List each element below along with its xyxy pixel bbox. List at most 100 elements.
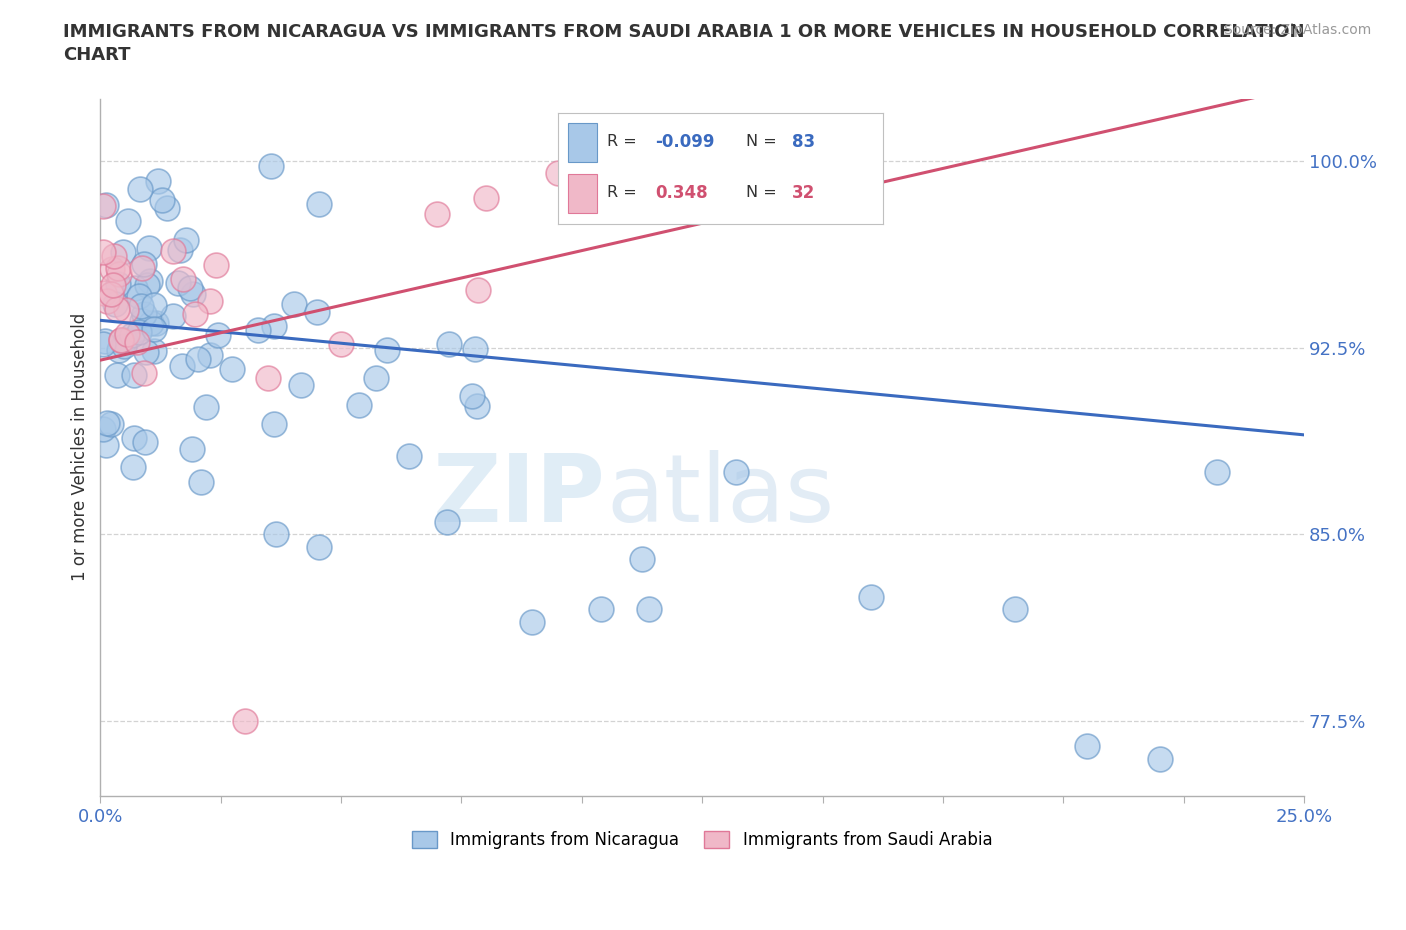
Point <box>117 214 139 229</box>
Y-axis label: 1 or more Vehicles in Household: 1 or more Vehicles in Household <box>72 313 89 581</box>
Point <box>91 198 114 213</box>
Point <box>139 315 162 330</box>
Point <box>187 352 209 366</box>
Point <box>132 307 155 322</box>
Point <box>107 277 129 292</box>
Point <box>398 448 420 463</box>
Point <box>124 280 146 295</box>
Point <box>547 166 569 180</box>
Point <box>181 287 204 302</box>
Point <box>138 241 160 256</box>
Point <box>347 398 370 413</box>
Point <box>377 342 399 357</box>
Point <box>260 159 283 174</box>
Point <box>437 337 460 352</box>
Point <box>308 539 330 554</box>
Point <box>129 299 152 313</box>
Point <box>94 438 117 453</box>
Text: ZIP: ZIP <box>433 450 606 542</box>
Point <box>162 244 184 259</box>
Point <box>166 276 188 291</box>
Point <box>91 422 114 437</box>
Point <box>145 315 167 330</box>
Point <box>162 309 184 324</box>
Point <box>591 602 613 617</box>
Point <box>121 328 143 343</box>
Point <box>1004 602 1026 617</box>
Point <box>112 339 135 353</box>
Point <box>131 260 153 275</box>
Point <box>198 294 221 309</box>
Point <box>156 200 179 215</box>
Point <box>107 260 129 275</box>
Point <box>172 272 194 286</box>
Point <box>150 193 173 207</box>
Point <box>266 527 288 542</box>
Point <box>181 441 204 456</box>
Point <box>110 332 132 347</box>
Point <box>426 207 449 222</box>
Point <box>464 341 486 356</box>
Point <box>108 266 131 281</box>
Point <box>465 399 488 414</box>
Point <box>666 158 689 173</box>
Point <box>330 336 353 351</box>
Point <box>100 261 122 276</box>
Point <box>104 297 127 312</box>
Text: CHART: CHART <box>63 46 131 64</box>
Point <box>122 431 145 445</box>
Point <box>94 197 117 212</box>
Point <box>128 288 150 303</box>
Point <box>110 333 132 348</box>
Point <box>474 191 496 206</box>
Point <box>638 602 661 617</box>
Point <box>139 273 162 288</box>
Point <box>630 551 652 566</box>
Point <box>134 434 156 449</box>
Point <box>96 416 118 431</box>
Point <box>467 283 489 298</box>
Point <box>207 327 229 342</box>
Point <box>233 714 256 729</box>
Point <box>114 332 136 347</box>
Point <box>461 389 484 404</box>
Point <box>263 319 285 334</box>
Point <box>146 174 169 189</box>
Point <box>205 258 228 272</box>
Point <box>221 362 243 377</box>
Point <box>859 590 882 604</box>
Point <box>103 248 125 263</box>
Point <box>100 417 122 432</box>
Point <box>308 197 330 212</box>
Point <box>117 327 139 342</box>
Point <box>257 370 280 385</box>
Point <box>190 475 212 490</box>
Point <box>128 325 150 339</box>
Point <box>132 365 155 380</box>
Point <box>690 153 713 168</box>
Point <box>122 459 145 474</box>
Point <box>105 367 128 382</box>
Point <box>94 334 117 349</box>
Point <box>108 342 131 357</box>
Point <box>1206 465 1229 480</box>
Point <box>520 614 543 629</box>
Point <box>176 232 198 247</box>
Point <box>172 359 194 374</box>
Point <box>305 305 328 320</box>
Point <box>263 417 285 432</box>
Point <box>115 303 138 318</box>
Point <box>100 286 122 301</box>
Legend: Immigrants from Nicaragua, Immigrants from Saudi Arabia: Immigrants from Nicaragua, Immigrants fr… <box>404 822 1001 857</box>
Point <box>143 322 166 337</box>
Point <box>364 370 387 385</box>
Point <box>131 313 153 328</box>
Point <box>96 293 118 308</box>
Point <box>184 306 207 321</box>
Point <box>91 244 114 259</box>
Point <box>105 301 128 316</box>
Point <box>195 399 218 414</box>
Point <box>136 278 159 293</box>
Point <box>283 297 305 312</box>
Point <box>290 378 312 392</box>
